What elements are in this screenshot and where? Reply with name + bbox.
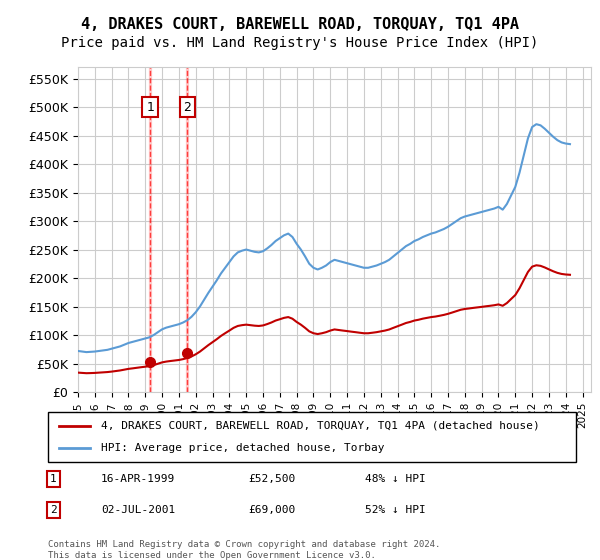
Text: £69,000: £69,000 [248, 505, 296, 515]
Text: Contains HM Land Registry data © Crown copyright and database right 2024.
This d: Contains HM Land Registry data © Crown c… [48, 540, 440, 560]
Text: 4, DRAKES COURT, BAREWELL ROAD, TORQUAY, TQ1 4PA: 4, DRAKES COURT, BAREWELL ROAD, TORQUAY,… [81, 17, 519, 32]
Text: 4, DRAKES COURT, BAREWELL ROAD, TORQUAY, TQ1 4PA (detached house): 4, DRAKES COURT, BAREWELL ROAD, TORQUAY,… [101, 421, 539, 431]
Text: 02-JUL-2001: 02-JUL-2001 [101, 505, 175, 515]
Text: 52% ↓ HPI: 52% ↓ HPI [365, 505, 425, 515]
Text: 1: 1 [146, 101, 154, 114]
Bar [187, 67, 188, 392]
Text: Price paid vs. HM Land Registry's House Price Index (HPI): Price paid vs. HM Land Registry's House … [61, 36, 539, 50]
Text: 2: 2 [50, 505, 56, 515]
Text: 2: 2 [184, 101, 191, 114]
Text: £52,500: £52,500 [248, 474, 296, 484]
FancyBboxPatch shape [48, 412, 576, 462]
Text: 1: 1 [50, 474, 56, 484]
Text: HPI: Average price, detached house, Torbay: HPI: Average price, detached house, Torb… [101, 443, 385, 453]
Bar [149, 67, 151, 392]
Text: 48% ↓ HPI: 48% ↓ HPI [365, 474, 425, 484]
Text: 16-APR-1999: 16-APR-1999 [101, 474, 175, 484]
